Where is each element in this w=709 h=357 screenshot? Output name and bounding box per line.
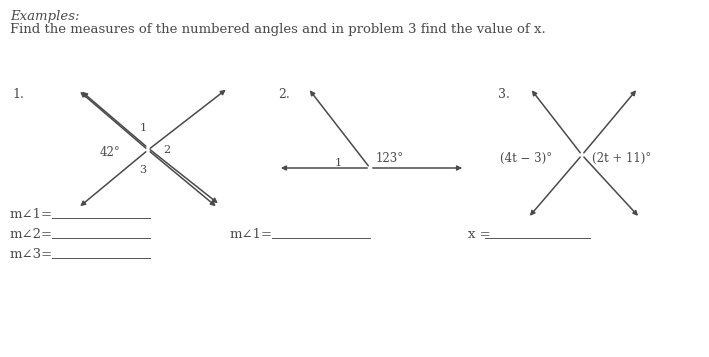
Text: 123°: 123° [376,151,404,165]
Text: 2: 2 [163,145,170,155]
Text: (2t + 11)°: (2t + 11)° [592,151,652,165]
Text: x =: x = [468,228,491,241]
Text: 3.: 3. [498,88,510,101]
Text: 1: 1 [140,123,147,133]
Text: 1: 1 [335,158,342,168]
Text: 3: 3 [140,165,147,175]
Text: m∠1=: m∠1= [230,228,273,241]
Text: (4t − 3)°: (4t − 3)° [500,151,552,165]
Text: 2.: 2. [278,88,290,101]
Text: Examples:: Examples: [10,10,79,23]
Text: m∠3=: m∠3= [10,248,53,261]
Text: 1.: 1. [12,88,24,101]
Text: Find the measures of the numbered angles and in problem 3 find the value of x.: Find the measures of the numbered angles… [10,23,546,36]
Text: m∠1=: m∠1= [10,208,53,221]
Text: 42°: 42° [100,146,121,160]
Text: m∠2=: m∠2= [10,228,53,241]
